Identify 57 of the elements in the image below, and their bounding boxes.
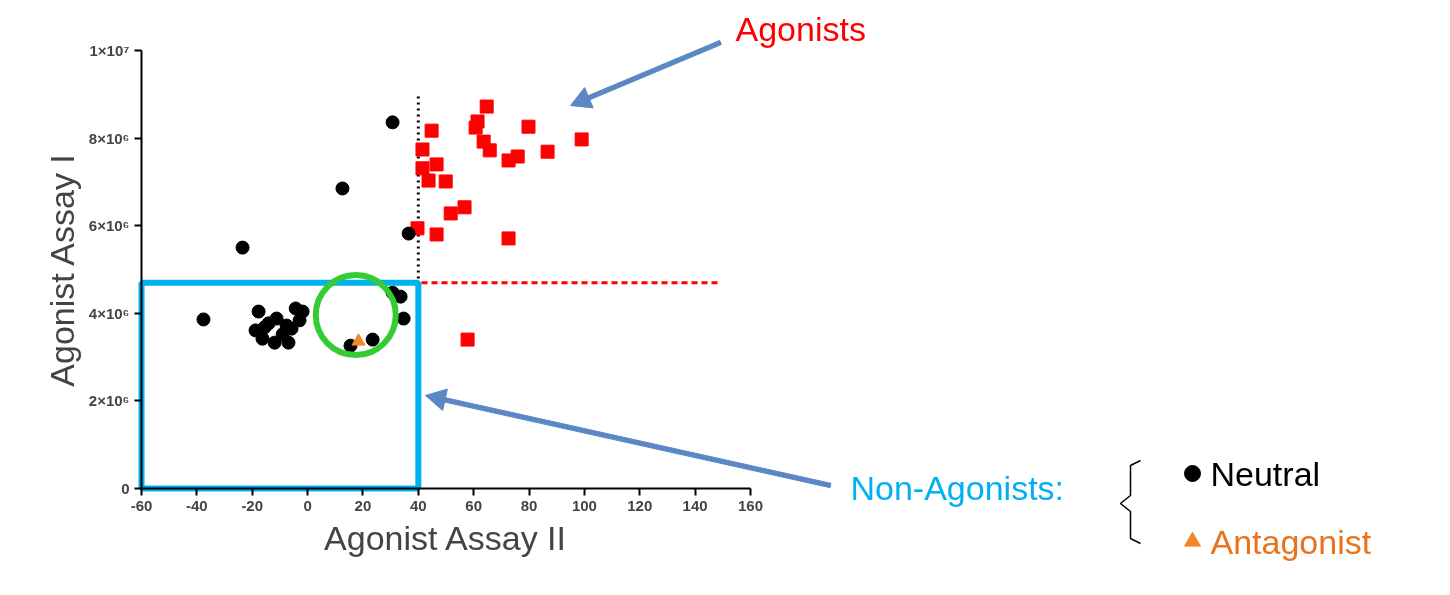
- x-tick-label: 80: [520, 496, 538, 514]
- point: [438, 174, 453, 189]
- point: [421, 173, 436, 188]
- point: [396, 311, 411, 326]
- point: [574, 132, 589, 147]
- point: [479, 99, 494, 114]
- x-tick-label: -60: [130, 496, 153, 514]
- x-tick-label: 0: [303, 496, 312, 514]
- point: [196, 312, 211, 327]
- point: [275, 327, 290, 342]
- point: [468, 120, 483, 135]
- y-tick-label: 2×10⁶: [88, 392, 130, 410]
- x-tick-label: -20: [241, 496, 264, 514]
- point: [429, 157, 444, 172]
- y-tick-label: 1×10⁷: [89, 42, 130, 59]
- point: [235, 240, 250, 255]
- text: Agonists: [735, 9, 866, 48]
- point: [401, 226, 416, 241]
- y-axis-title: Agonist Assay I: [42, 154, 81, 387]
- legend-label: Antagonist: [1210, 522, 1372, 561]
- point: [429, 227, 444, 242]
- x-tick-label: 40: [409, 496, 427, 514]
- y-tick-label: 0: [121, 480, 130, 497]
- point: [501, 231, 516, 246]
- point: [482, 143, 497, 158]
- point: [521, 119, 536, 134]
- point: [351, 333, 366, 346]
- point: [501, 153, 516, 168]
- point: [267, 335, 282, 350]
- point: [365, 332, 380, 347]
- point: [255, 331, 270, 346]
- x-tick-label: 60: [465, 496, 483, 514]
- x-tick-label: 140: [682, 496, 708, 514]
- point: [251, 304, 266, 319]
- x-tick-label: 100: [571, 496, 597, 514]
- point: [415, 142, 430, 157]
- y-tick-label: 4×10⁶: [88, 304, 130, 322]
- y-tick-label: 8×10⁶: [88, 129, 130, 147]
- point: [443, 206, 458, 221]
- point: [257, 320, 272, 335]
- legend-title: Non-Agonists:: [850, 468, 1065, 507]
- point: [415, 161, 430, 176]
- x-tick-label: 160: [737, 496, 764, 514]
- legend-label: Neutral: [1210, 454, 1321, 493]
- x-tick-label: 120: [627, 496, 653, 514]
- x-axis-title: Agonist Assay II: [324, 518, 567, 557]
- x-tick-label: -40: [186, 496, 208, 514]
- point: [292, 313, 307, 328]
- x-tick-label: 20: [354, 496, 372, 514]
- point: [460, 332, 475, 347]
- point: [385, 115, 400, 130]
- point: [457, 200, 472, 215]
- point: [540, 144, 555, 159]
- point: [424, 123, 439, 138]
- y-tick-label: 6×10⁶: [88, 217, 130, 235]
- point: [393, 289, 408, 304]
- point: [335, 181, 350, 196]
